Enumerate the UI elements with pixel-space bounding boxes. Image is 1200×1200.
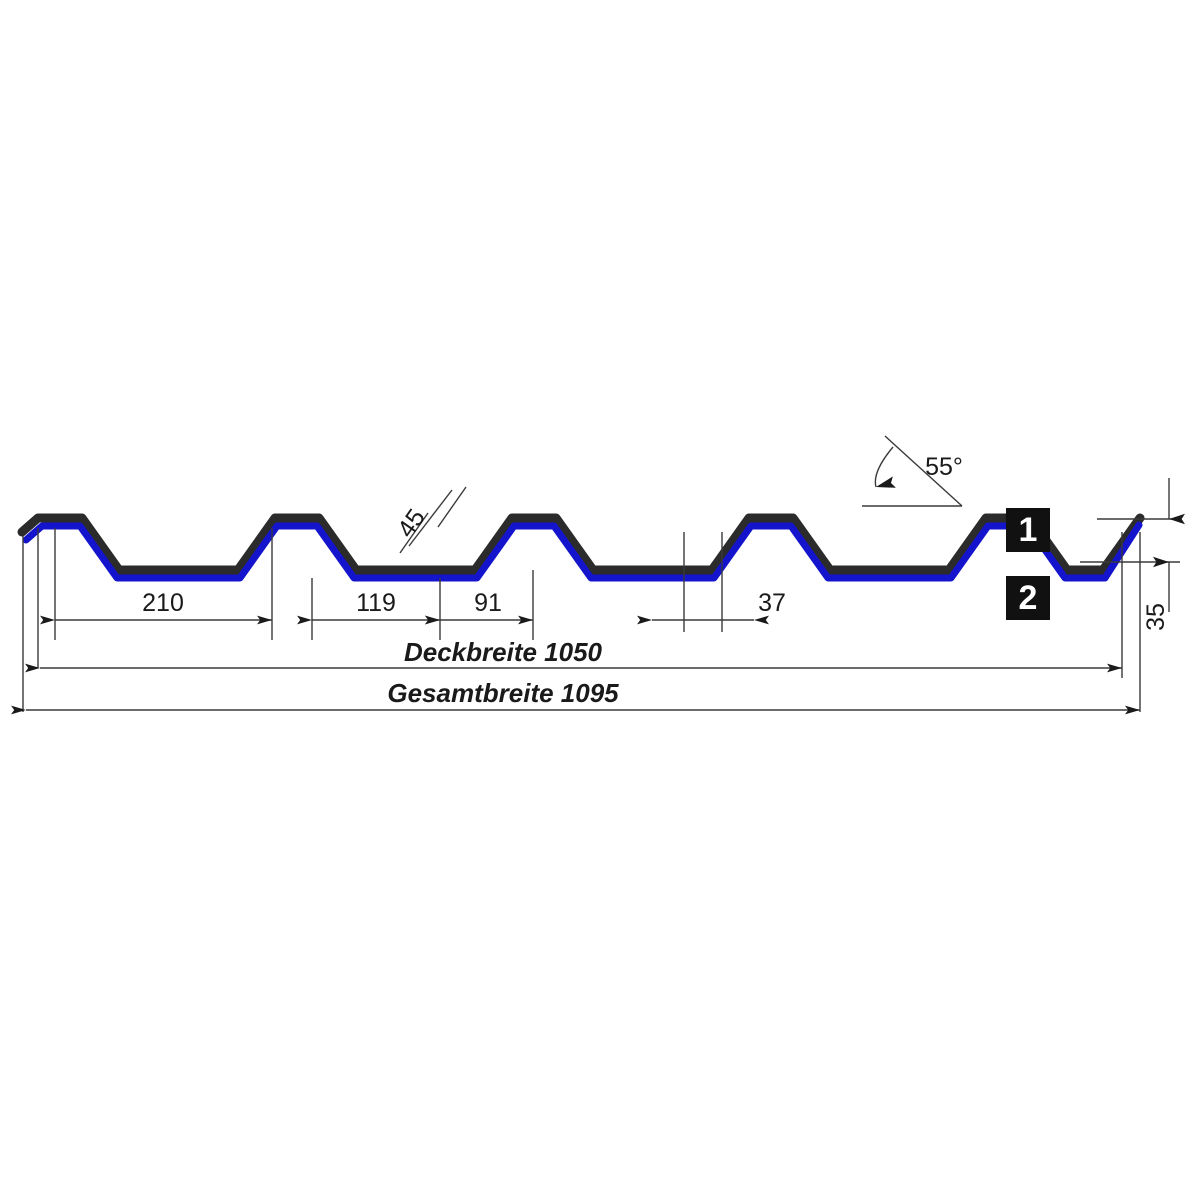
dimension-crest-width: 37	[637, 589, 786, 625]
width-gesamtbreite: Gesamtbreite 1095	[11, 678, 1140, 715]
profile-cross-section	[17, 513, 1145, 582]
angle-slant-line	[884, 435, 963, 507]
dimension-label-55deg: 55°	[925, 453, 963, 481]
dimension-label-119: 119	[356, 589, 396, 617]
dimension-valley-width: 119	[297, 589, 440, 625]
dimension-label-210: 210	[142, 589, 184, 617]
dimension-label-45: 45	[392, 504, 431, 543]
badge-2-background	[1006, 576, 1050, 620]
extension-lines	[22, 518, 1180, 712]
witness-45-upper	[437, 486, 467, 528]
dimension-profile-height: 35	[1142, 478, 1185, 631]
width-label-gesamtbreite: Gesamtbreite 1095	[387, 678, 619, 708]
dimension-label-35: 35	[1142, 603, 1170, 631]
dimension-line-45	[408, 489, 453, 547]
dimension-flank-length: 45	[392, 486, 467, 554]
dimension-flank-angle: 55°	[862, 435, 963, 507]
width-label-deckbreite: Deckbreite 1050	[404, 637, 603, 667]
dimension-flank-span: 91	[425, 589, 533, 625]
badge-side-2: 2	[1006, 576, 1050, 620]
dimension-rib-pitch: 210	[40, 589, 272, 625]
width-deckbreite: Deckbreite 1050	[25, 637, 1122, 673]
dimension-label-91: 91	[474, 589, 502, 617]
dimension-label-37: 37	[758, 589, 786, 617]
badge-2-label: 2	[1019, 579, 1038, 617]
badge-side-1: 1	[1006, 508, 1050, 552]
witness-45-lower	[399, 512, 429, 554]
badge-1-label: 1	[1019, 511, 1038, 549]
angle-arc	[874, 446, 896, 488]
badge-1-background	[1006, 508, 1050, 552]
